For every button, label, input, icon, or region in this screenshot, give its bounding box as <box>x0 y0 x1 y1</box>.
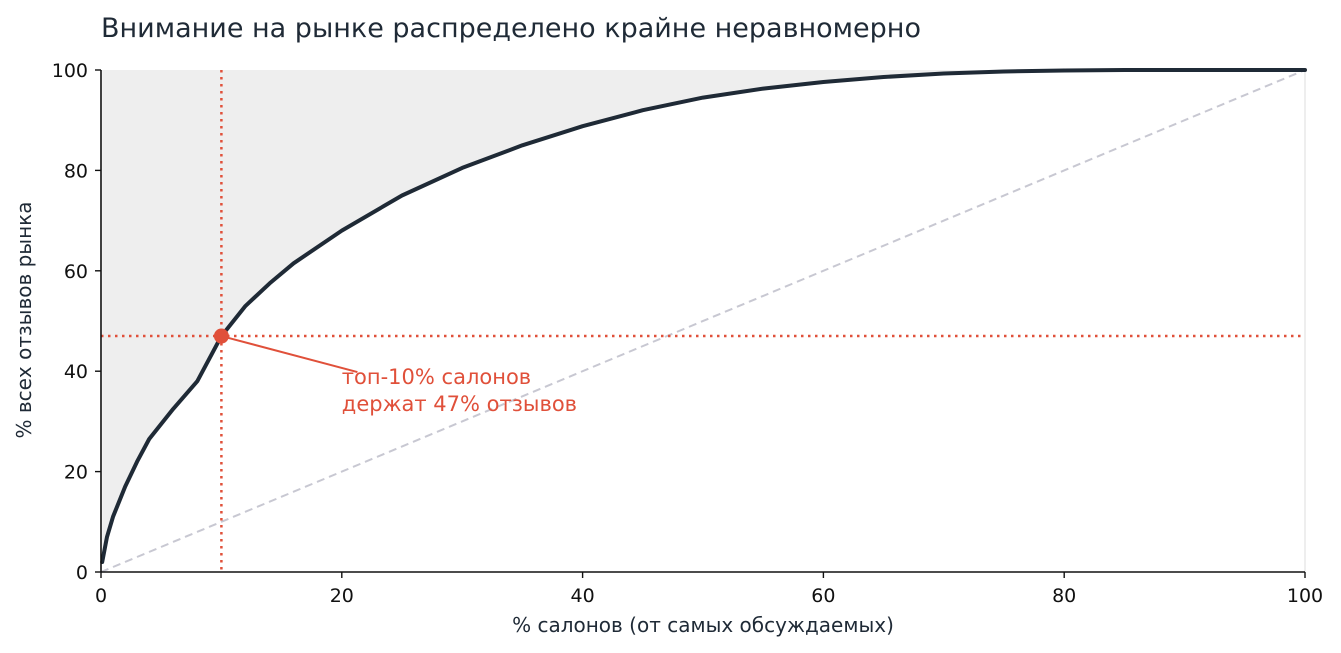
annotation-leader-line <box>221 335 358 374</box>
y-axis-ticks: 0 20 40 60 80 100 <box>52 60 101 584</box>
x-tick-label: 100 <box>1287 585 1323 607</box>
x-tick-label: 60 <box>811 585 835 607</box>
series-line <box>100 68 1307 564</box>
y-tick-label: 100 <box>52 60 88 82</box>
chart-title: Внимание на рынке распределено крайне не… <box>101 13 921 44</box>
chart-marks <box>100 68 1307 573</box>
y-tick-label: 40 <box>64 361 88 383</box>
x-tick-label: 40 <box>571 585 595 607</box>
equality-reference-line <box>100 69 1306 573</box>
x-axis-label: % салонов (от самых обсуждаемых) <box>512 613 894 637</box>
annotation-line-2: держат 47% отзывов <box>342 392 577 416</box>
x-tick-label: 80 <box>1052 585 1076 607</box>
x-tick-label: 0 <box>95 585 107 607</box>
y-tick-label: 20 <box>64 462 88 484</box>
y-tick-label: 60 <box>64 261 88 283</box>
highlight-point <box>213 328 229 344</box>
chart-axes <box>100 70 1305 573</box>
annotation-line-1: топ-10% салонов <box>342 365 531 389</box>
x-tick-label: 20 <box>330 585 354 607</box>
y-tick-label: 80 <box>64 160 88 182</box>
area-fill <box>102 70 1306 562</box>
y-tick-label: 0 <box>76 562 88 584</box>
highlight-annotation: топ-10% салонов держат 47% отзывов <box>342 365 577 416</box>
y-axis-label: % всех отзывов рынка <box>12 201 36 438</box>
x-axis-ticks: 0 20 40 60 80 100 <box>95 572 1323 607</box>
